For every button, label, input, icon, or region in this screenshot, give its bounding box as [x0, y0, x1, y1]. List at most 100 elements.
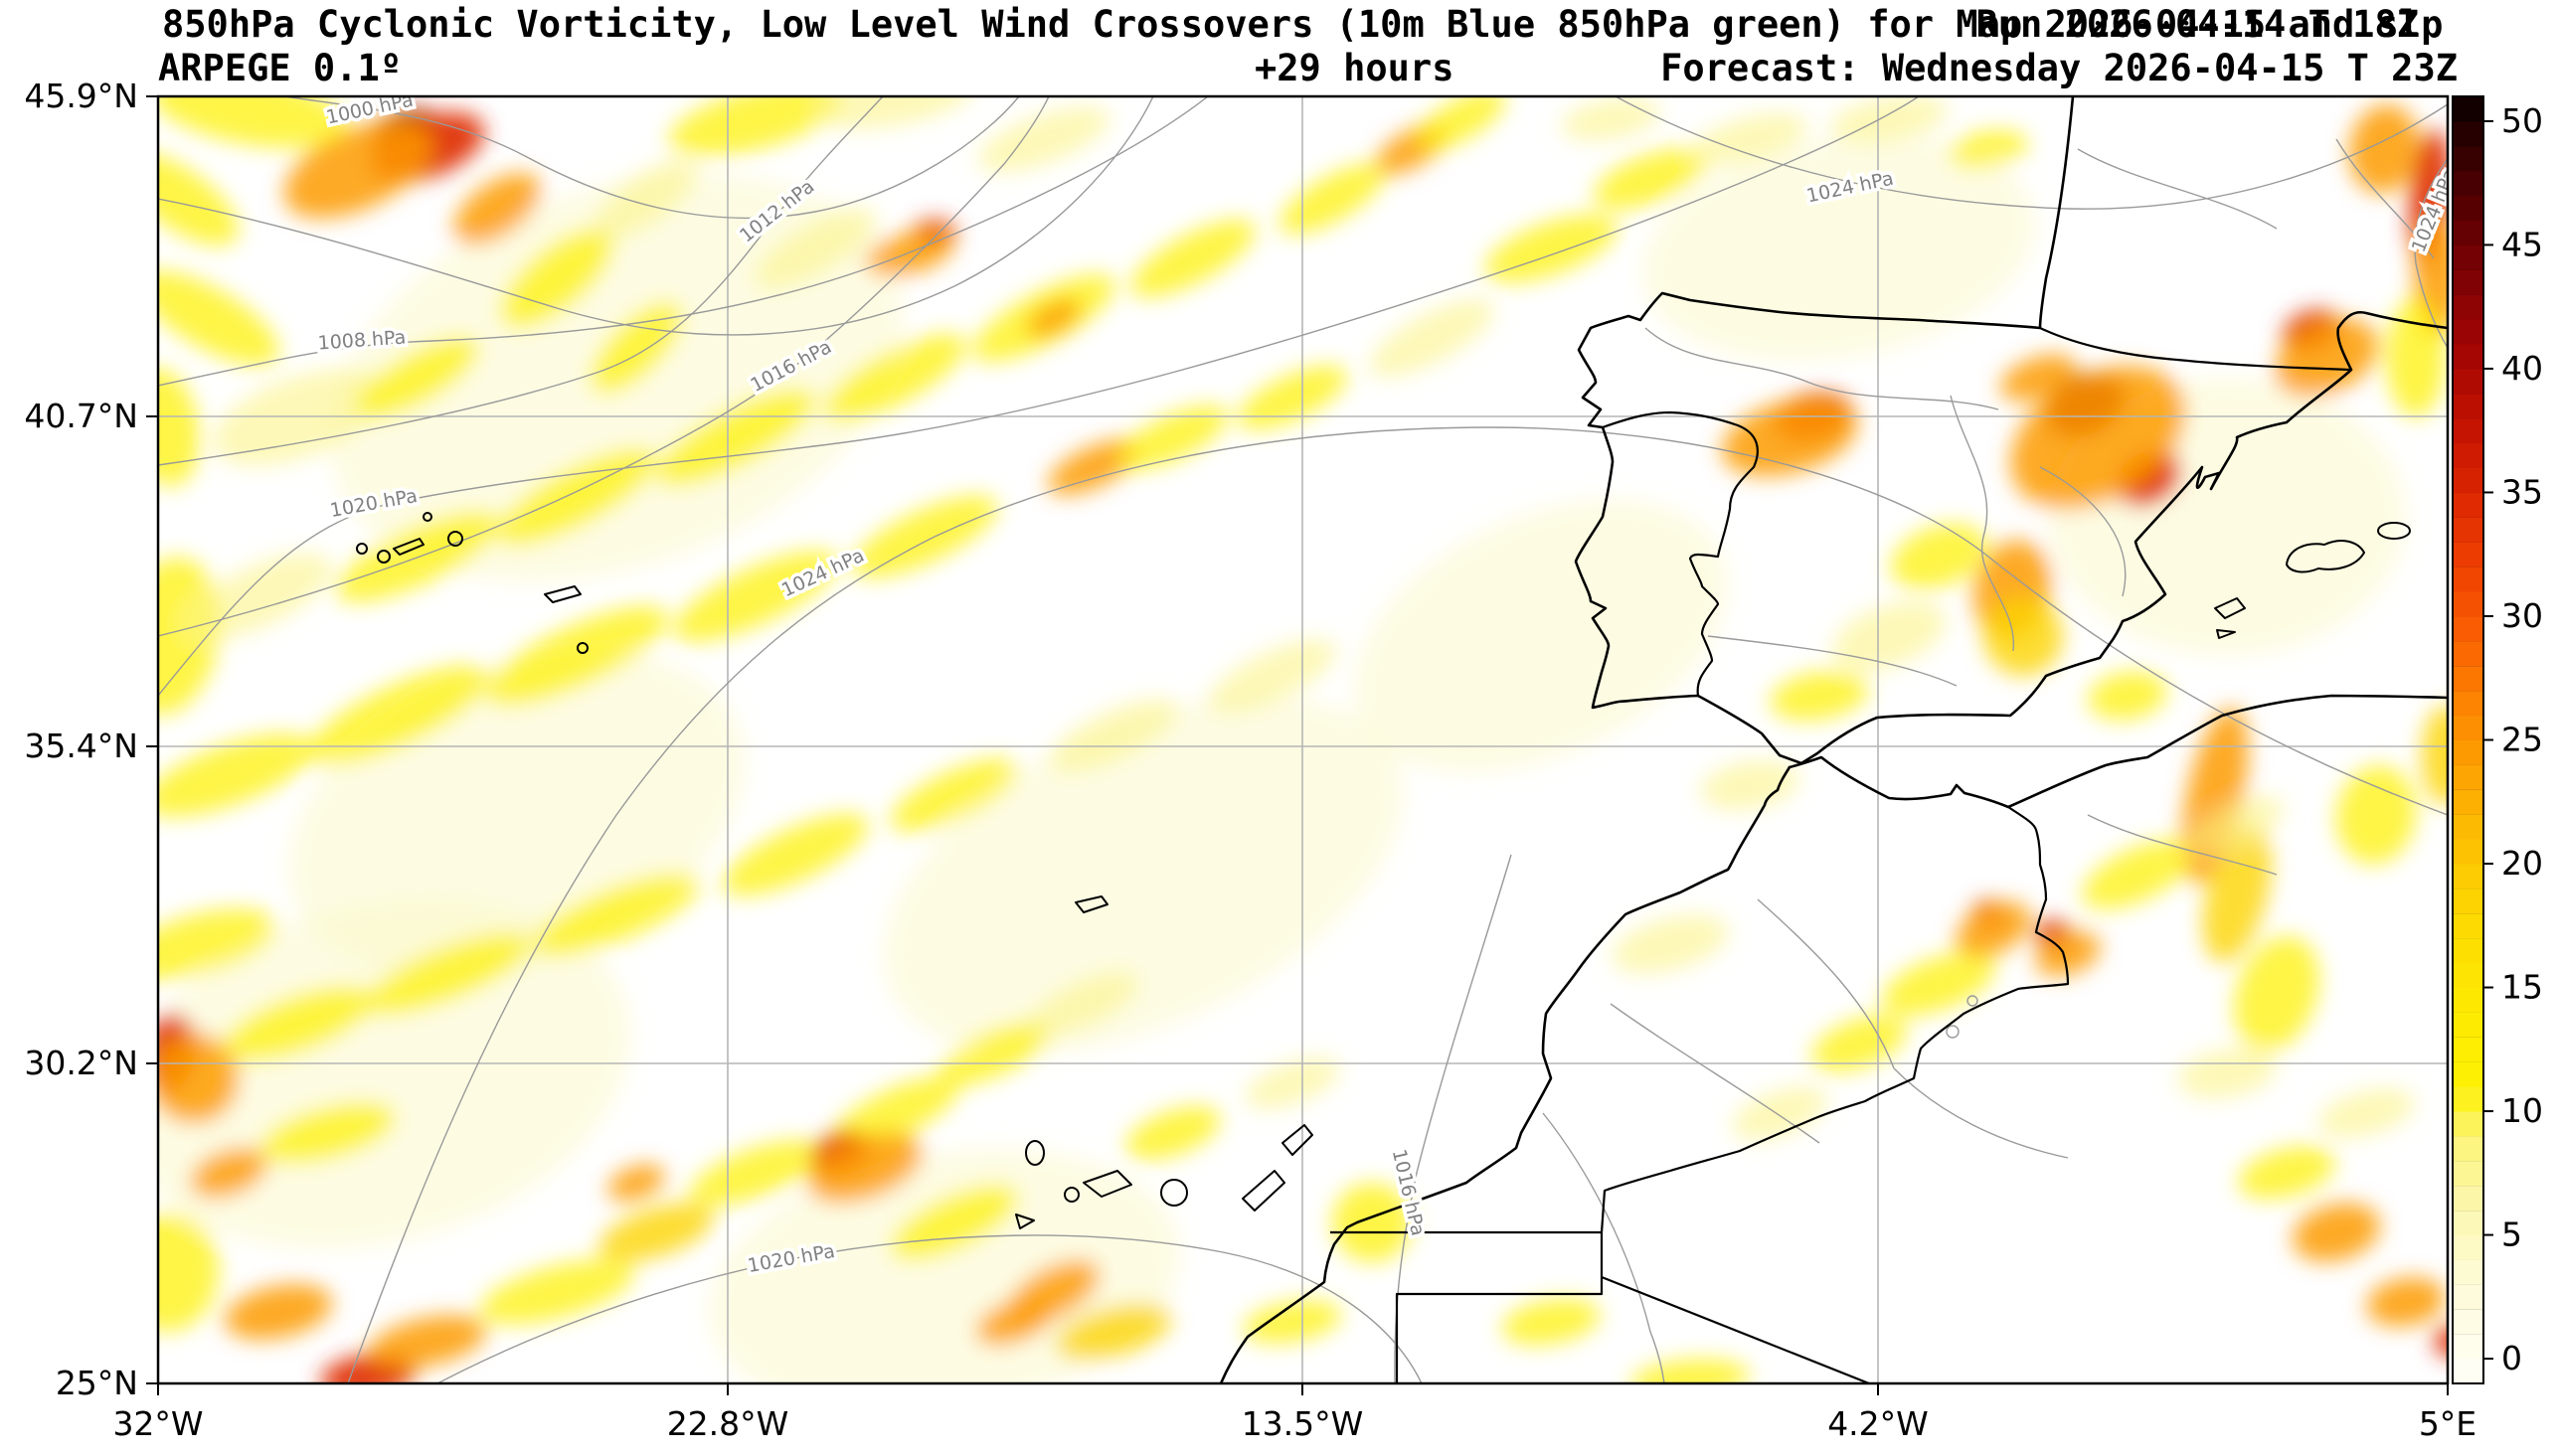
y-tick-label: 40.7°N: [24, 397, 138, 435]
vorticity-blob: [283, 119, 432, 219]
vorticity-blob: [2082, 840, 2193, 909]
vorticity-blob: [158, 96, 347, 148]
vorticity-blob: [1332, 1183, 1412, 1262]
colorbar-segment: [2453, 962, 2483, 989]
vorticity-blob: [1417, 96, 1506, 150]
colorbar-segment: [2453, 145, 2483, 172]
colorbar-segment: [2453, 492, 2483, 518]
island-outline: [1015, 1213, 1035, 1229]
colorbar-segment: [2453, 789, 2483, 815]
vorticity-blob: [2238, 1146, 2335, 1200]
vorticity-blob: [1956, 901, 2031, 957]
y-tick-label: 25°N: [56, 1364, 138, 1402]
colorbar-segment: [2453, 1135, 2483, 1162]
colorbar-segment: [2453, 888, 2483, 914]
island-outline: [2216, 629, 2236, 639]
colorbar-tick-label: 10: [2501, 1091, 2543, 1130]
isobar-line: [283, 96, 1020, 220]
vorticity-blob: [673, 551, 838, 642]
colorbar-segment: [2453, 195, 2483, 222]
country-border: [1330, 1230, 1604, 1383]
island-outline: [2377, 522, 2411, 540]
chart-title-main: 850hPa Cyclonic Vorticity, Low Level Win…: [162, 3, 2444, 46]
island-outline: [1242, 1170, 1285, 1212]
vorticity-blob: [1561, 97, 1660, 141]
vorticity-blob: [185, 553, 332, 640]
vorticity-blob: [2202, 826, 2272, 963]
vorticity-blob: [1208, 639, 1337, 713]
colorbar-segment: [2453, 1185, 2483, 1212]
vorticity-blob: [590, 301, 683, 395]
vorticity-blob: [866, 231, 953, 276]
island-outline: [1064, 1187, 1080, 1203]
coastline: [1788, 694, 2448, 809]
vorticity-blob: [655, 389, 816, 486]
country-border: [1600, 806, 2070, 1233]
vorticity-blob: [158, 1034, 239, 1123]
vorticity-blob: [1055, 1304, 1172, 1360]
vorticity-blob: [158, 270, 279, 366]
isobar-line: [158, 96, 1209, 387]
vorticity-blob: [2010, 366, 2185, 509]
vorticity-blob: [1484, 214, 1618, 283]
colorbar-segment: [2453, 269, 2483, 295]
vorticity-blob: [2434, 1327, 2448, 1357]
x-tick-label: 4.2°W: [1827, 1404, 1929, 1443]
colorbar-segment: [2453, 615, 2483, 642]
island-outline: [2286, 540, 2365, 573]
vorticity-blob: [190, 1148, 267, 1198]
island-outline: [577, 642, 589, 654]
grid-lines: [158, 96, 2448, 1383]
vorticity-blob: [689, 1140, 822, 1206]
vorticity-blob: [223, 986, 374, 1061]
admin-border: [1966, 995, 1978, 1007]
colorbar-segment: [2453, 467, 2483, 493]
colorbar-segment: [2453, 1160, 2483, 1187]
vorticity-blob: [1353, 499, 1729, 773]
isobar-line: [347, 426, 2448, 1383]
colorbar-segment: [2453, 244, 2483, 270]
colorbar-segment: [2453, 864, 2483, 890]
vorticity-blob: [883, 695, 1404, 1054]
island-outline: [356, 543, 368, 555]
vorticity-blob: [1999, 354, 2077, 402]
vorticity-blob: [2317, 1088, 2415, 1138]
colorbar-segment: [2453, 839, 2483, 865]
colorbar-segment: [2453, 1210, 2483, 1236]
vorticity-blob: [2035, 931, 2101, 977]
colorbar: 0 5 10 15 20 25 30 35 40 45 50: [2452, 95, 2543, 1384]
admin-border: [1893, 1067, 2069, 1159]
colorbar-segment: [2453, 442, 2483, 469]
colorbar-segment: [2453, 1111, 2483, 1137]
island-outline: [1160, 1179, 1188, 1207]
vorticity-blob: [1732, 1086, 1827, 1140]
colorbar-segment: [2453, 715, 2483, 740]
chart-subtitle-forecast: Forecast: Wednesday 2026-04-15 T 23Z: [1660, 47, 2458, 89]
colorbar-tick-label: 35: [2501, 472, 2543, 511]
admin-border: [2039, 466, 2127, 597]
vorticity-blob: [1047, 439, 1140, 495]
vorticity-blob: [975, 1298, 1053, 1346]
vorticity-blob: [1949, 129, 2028, 169]
isobar-line: [1394, 854, 1512, 1383]
vorticity-blob: [224, 1284, 333, 1340]
isobar-contours: [158, 96, 2448, 1383]
country-border: [2039, 327, 2352, 372]
vorticity-blob: [1691, 112, 1808, 166]
colorbar-segment: [2453, 1234, 2483, 1260]
chart-title-run: Run 2026-04-14 T 18Z: [1975, 3, 2419, 46]
colorbar-tick-label: 30: [2501, 596, 2543, 635]
colorbar-segment: [2453, 937, 2483, 964]
isobar-line: [1615, 96, 2448, 210]
vorticity-blob: [1117, 404, 1229, 470]
vorticity-blob: [2366, 1277, 2446, 1327]
island-outline: [2214, 597, 2246, 619]
vorticity-blob: [260, 1102, 396, 1164]
colorbar-tick-label: 45: [2501, 225, 2543, 263]
y-tick-label: 30.2°N: [24, 1044, 138, 1082]
colorbar-segment: [2453, 1086, 2483, 1112]
vorticity-blob: [1594, 148, 1707, 210]
